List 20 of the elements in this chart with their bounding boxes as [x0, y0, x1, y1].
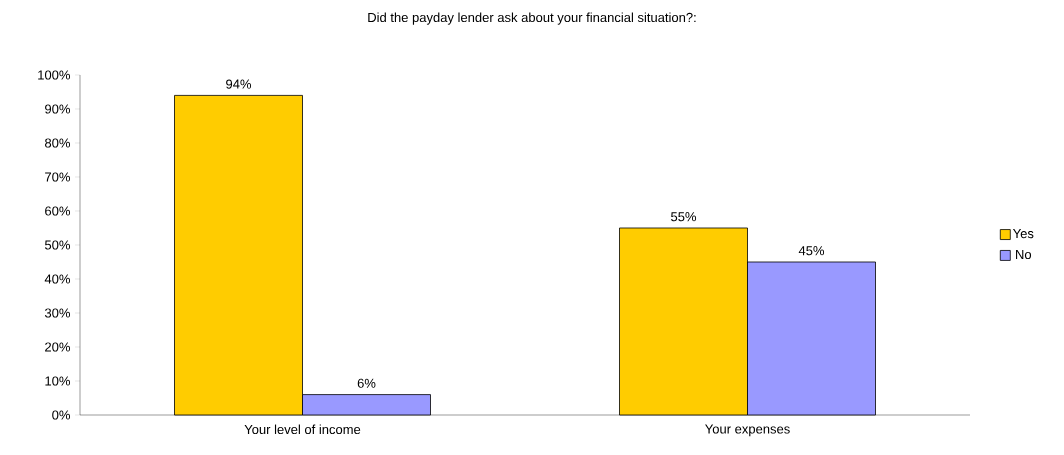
- y-tick-label: 0%: [52, 410, 70, 420]
- y-tick-label: 20%: [45, 342, 70, 352]
- y-tick-label: 30%: [44, 308, 70, 318]
- y-tick-label: 50%: [44, 240, 70, 250]
- data-label: 45%: [798, 246, 825, 256]
- x-tick-label: Your level of income: [244, 424, 361, 435]
- chart-title: Did the payday lender ask about your financial situation?:: [368, 12, 696, 25]
- y-tick-label: 70%: [45, 172, 70, 182]
- legend-label: Yes: [1012, 229, 1034, 239]
- legend-label: No: [1016, 250, 1032, 260]
- y-tick-label: 90%: [45, 104, 70, 114]
- y-tick-label: 10%: [45, 376, 70, 386]
- y-tick-label: 80%: [45, 138, 70, 148]
- y-tick-label: 100%: [38, 70, 70, 80]
- data-label: 6%: [357, 378, 376, 388]
- x-tick-label: Your expenses: [705, 424, 790, 437]
- y-tick-label: 60%: [45, 206, 70, 216]
- data-label: 55%: [671, 212, 697, 222]
- data-label: 94%: [226, 79, 252, 89]
- y-tick-label: 40%: [44, 274, 70, 284]
